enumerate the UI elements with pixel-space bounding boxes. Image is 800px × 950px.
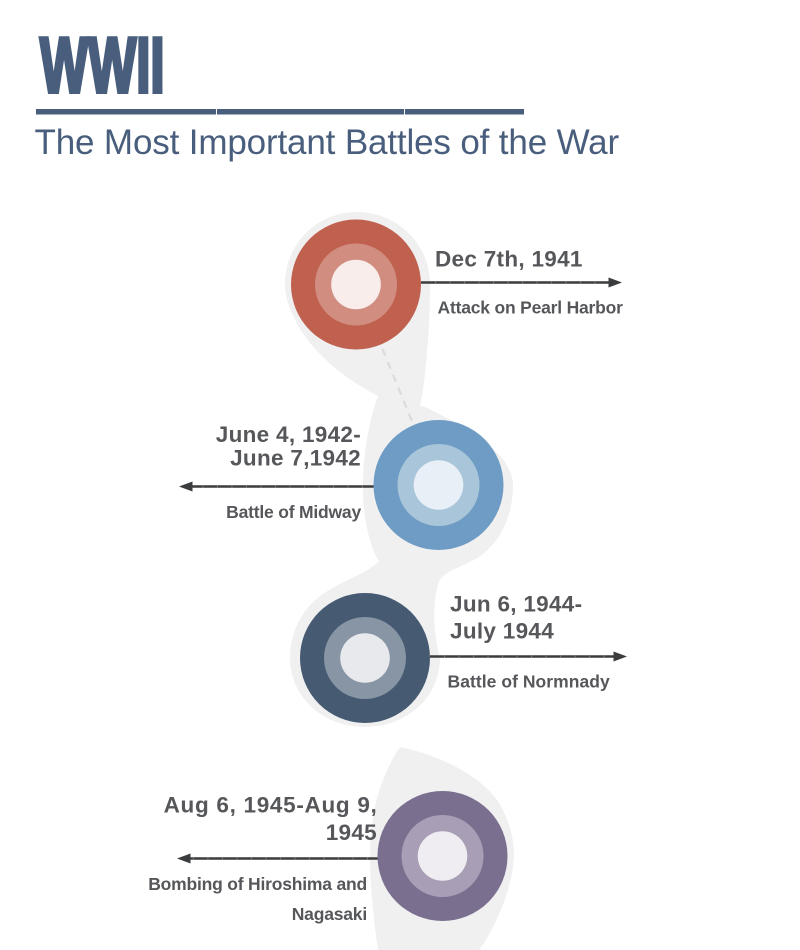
svg-text:Dec 7th, 1941: Dec 7th, 1941 [435,247,583,272]
svg-text:Jun 6, 1944-: Jun 6, 1944- [450,592,582,617]
svg-text:Nagasaki: Nagasaki [292,904,367,924]
svg-text:July 1944: July 1944 [450,619,554,644]
svg-text:Battle of Normnady: Battle of Normnady [448,672,611,692]
svg-text:Aug 6, 1945-Aug 9,: Aug 6, 1945-Aug 9, [164,793,378,818]
svg-text:Battle of Midway: Battle of Midway [226,502,361,522]
svg-text:WWII: WWII [40,22,165,108]
svg-text:June 4, 1942-: June 4, 1942- [216,422,361,447]
svg-text:Attack on Pearl Harbor: Attack on Pearl Harbor [438,298,624,318]
svg-text:1945: 1945 [326,820,377,845]
svg-text:The Most Important Battles of: The Most Important Battles of the War [35,123,620,162]
svg-text:June 7,1942: June 7,1942 [230,446,361,471]
svg-text:Bombing of Hiroshima and: Bombing of Hiroshima and [148,874,367,894]
